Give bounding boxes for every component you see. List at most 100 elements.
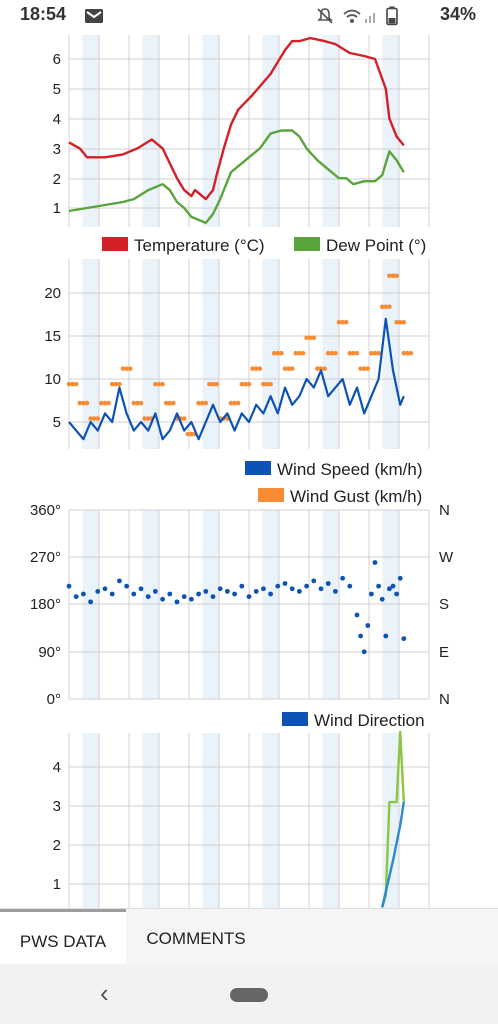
wind-direction-point [365,623,371,628]
wind-direction-point [282,581,288,586]
wind-gust-point [163,400,169,406]
wind-direction-point [275,583,281,589]
wind-gust-point [329,350,335,356]
wind-gust-point [109,381,115,387]
wind-gust-point [113,381,119,387]
signal-icon [365,13,375,23]
wind-direction-point [181,594,187,600]
battery-icon [386,6,398,26]
wind-direction-point [217,586,223,592]
wind-direction-point [196,591,202,597]
direction-chart-y-tick-label: 180° [30,596,61,613]
wind-direction-point [189,596,194,602]
wind-gust-point [135,400,140,406]
wind-direction-point [153,588,158,594]
wind-direction-point [131,591,137,597]
status-time: 18:54 [20,4,67,24]
system-nav-bar: ‹ [0,964,498,1024]
wind-direction-point [340,575,345,581]
wind-gust-point [77,400,83,406]
wind-gust-point [289,366,295,371]
wind-gust-point [73,381,79,387]
wind-gust-point [304,335,309,341]
wind-gust-point [282,366,288,371]
wind-direction-point [376,583,381,589]
wind-gust-point [250,366,255,371]
wifi-icon [343,9,361,23]
wind-direction-point [145,594,151,600]
temp-chart-y-tick-label: 2 [53,171,61,188]
wind-gust-point [401,319,407,325]
wind-gust-point [214,381,219,387]
wind-gust-point [318,366,324,371]
wind-gust-point [127,366,133,371]
temp-chart-band [142,35,159,227]
legend-wind-direction-label: Wind Direction [314,711,425,730]
wind-direction-point [401,636,407,642]
mute-icon [317,8,333,24]
wind-chart-band [142,259,159,449]
direction-chart-y-right-tick-label: N [439,691,450,708]
wind-chart-y-tick-label: 20 [44,285,61,302]
wind-direction-point [361,649,367,655]
wind-direction-point [268,591,273,597]
wind-gust-point [81,400,86,406]
home-pill-icon[interactable] [230,988,268,1002]
wind-direction-point [354,612,360,618]
wind-direction-point [102,586,108,592]
tab-comments[interactable]: COMMENTS [146,929,246,948]
wind-gust-point [239,381,245,387]
wind-direction-point [387,586,392,592]
wind-gust-point [394,319,399,325]
wind-gust-point [124,366,129,371]
wind-gust-point [311,335,317,341]
wind-gust-point [361,366,367,371]
wind-direction-point [73,594,79,600]
wind-direction-point [333,588,338,594]
wind-gust-point [354,350,360,356]
wind-gust-point [207,381,212,387]
wind-chart-y-tick-label: 15 [44,328,61,345]
wind-direction-point [369,591,374,597]
bottom-chart-y-tick-label: 4 [53,759,61,776]
wind-gust-point [117,381,122,387]
temp-chart-y-tick-label: 6 [53,51,61,68]
tab-pws-data[interactable]: PWS DATA [0,909,126,965]
wind-direction-point [95,588,101,594]
wind-chart-y-tick-label: 10 [44,371,61,388]
wind-gust-point [379,304,385,310]
wind-direction-point [347,583,353,589]
legend-temperature-label: Temperature (°C) [134,236,265,255]
back-icon[interactable]: ‹ [100,978,109,1008]
wind-gust-point [196,400,201,406]
wind-gust-point [257,366,263,371]
wind-direction-point [109,591,115,597]
temp-chart-band [382,35,399,227]
wind-direction-point [232,591,238,597]
direction-chart-y-tick-label: 270° [30,549,61,566]
legend-wind-speed-label: Wind Speed (km/h) [277,460,423,479]
wind-gust-point [401,350,407,356]
wind-gust-point [307,335,313,341]
direction-chart-y-right-tick-label: S [439,596,449,613]
wind-gust-point [268,381,273,387]
wind-gust-point [210,381,216,387]
wind-gust-point [102,400,108,406]
wind-direction-point [81,591,86,597]
wind-direction-point [253,588,259,594]
wind-direction-point [160,596,166,602]
wind-gust-point [351,350,356,356]
legend-wind-gust-label: Wind Gust (km/h) [290,487,422,506]
wind-direction-point [397,575,403,581]
wind-direction-point [225,588,230,594]
direction-chart-y-tick-label: 0° [47,691,61,708]
weather-charts[interactable]: 1 2 3 4 5 6 Temperature (°C) Dew Point (°) 5 10 15… [0,32,498,908]
mail-icon [85,9,103,23]
wind-speed-line [68,317,405,441]
bottom-chart-band [382,733,399,908]
wind-gust-point [228,400,234,406]
wind-direction-point [239,583,245,589]
wind-direction-point [246,594,252,600]
wind-gust-point [369,350,374,356]
wind-direction-point [174,599,180,605]
